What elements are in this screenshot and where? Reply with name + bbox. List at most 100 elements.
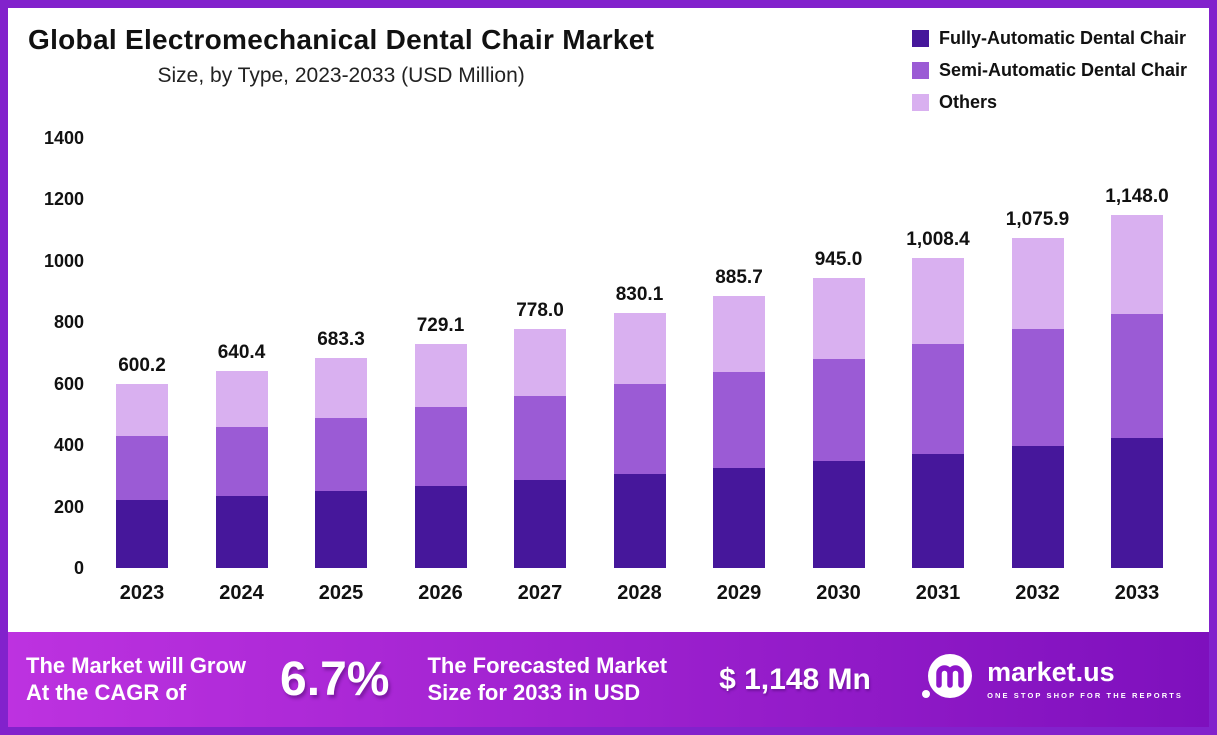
bar-group-2027: 778.0 2027 bbox=[514, 300, 566, 604]
x-axis-label: 2033 bbox=[1114, 582, 1160, 604]
bar-segment bbox=[613, 474, 666, 568]
legend-item-1: Fully-Automatic Dental Chair bbox=[911, 28, 1187, 49]
legend-item-2: Semi-Automatic Dental Chair bbox=[911, 60, 1187, 81]
y-tick-label: 1000 bbox=[43, 250, 84, 271]
bar-group-2026: 729.1 2026 bbox=[414, 315, 467, 604]
legend-swatch bbox=[911, 30, 929, 47]
x-axis-label: 2024 bbox=[219, 582, 264, 604]
bar-segment bbox=[713, 295, 765, 372]
bar-group-2024: 640.4 2024 bbox=[215, 342, 268, 604]
bar-segment bbox=[1011, 446, 1064, 568]
cagr-label: The Market will Grow At the CAGR of bbox=[26, 653, 246, 707]
bar-group-2031: 1,008.4 2031 bbox=[906, 229, 969, 604]
bar-total-label: 1,148.0 bbox=[1105, 186, 1169, 208]
bar-segment bbox=[812, 461, 865, 568]
bar-segment bbox=[1011, 237, 1064, 330]
stacked-bar-chart: 1400 1200 1000 800 600 400 200 0 600.2 2023 640.4… bbox=[8, 126, 1209, 632]
bar-group-2030: 945.0 2030 bbox=[812, 248, 865, 604]
legend-item-3: Others bbox=[911, 92, 1187, 113]
x-axis-label: 2026 bbox=[418, 582, 463, 604]
cagr-label-line2: At the CAGR of bbox=[26, 679, 187, 705]
market-us-logo-icon bbox=[921, 652, 975, 707]
bar-group-2033: 1,148.0 2033 bbox=[1105, 186, 1168, 604]
bar-segment bbox=[116, 383, 168, 436]
bar-segment bbox=[912, 344, 964, 454]
brand-tagline: ONE STOP SHOP FOR THE REPORTS bbox=[987, 691, 1183, 700]
y-tick-label: 1400 bbox=[43, 128, 84, 148]
legend-label: Semi-Automatic Dental Chair bbox=[938, 60, 1187, 80]
bar-segment bbox=[215, 371, 268, 428]
bar-segment bbox=[1111, 215, 1163, 315]
forecast-label-line2: Size for 2033 in USD bbox=[427, 679, 641, 705]
bar-total-label: 1,075.9 bbox=[1005, 208, 1070, 230]
forecast-value: $ 1,148 Mn bbox=[719, 662, 871, 696]
bar-total-label: 830.1 bbox=[615, 284, 664, 306]
cagr-label-line1: The Market will Grow bbox=[26, 652, 247, 678]
bar-segment bbox=[514, 480, 566, 568]
bar-segment bbox=[613, 384, 666, 475]
bar-group-2032: 1,075.9 2032 bbox=[1006, 209, 1069, 604]
bar-segment bbox=[414, 344, 467, 408]
legend-swatch bbox=[911, 62, 929, 79]
y-axis: 1400 1200 1000 800 600 400 200 0 bbox=[8, 128, 100, 578]
chart-header: Global Electromechanical Dental Chair Ma… bbox=[8, 8, 1209, 126]
bar-segment bbox=[713, 467, 765, 568]
bar-segment bbox=[514, 329, 566, 397]
legend-label: Fully-Automatic Dental Chair bbox=[938, 28, 1186, 48]
brand-text: market.us ONE STOP SHOP FOR THE REPORTS bbox=[987, 657, 1183, 701]
bar-segment bbox=[812, 358, 865, 462]
cagr-value: 6.7% bbox=[280, 653, 390, 706]
brand-name: market.us bbox=[987, 657, 1115, 687]
y-tick-label: 600 bbox=[53, 373, 84, 394]
bar-total-label: 885.7 bbox=[715, 266, 763, 288]
x-axis-label: 2030 bbox=[816, 582, 861, 604]
bar-segment bbox=[116, 500, 168, 568]
bar-group-2023: 600.2 2023 bbox=[116, 354, 168, 604]
bar-segment bbox=[613, 313, 666, 385]
y-tick-label: 1200 bbox=[43, 189, 84, 210]
bar-segment bbox=[912, 258, 964, 345]
title-block: Global Electromechanical Dental Chair Ma… bbox=[28, 24, 654, 126]
x-axis-label: 2023 bbox=[119, 582, 165, 604]
bar-segment bbox=[315, 491, 367, 568]
x-axis-label: 2025 bbox=[318, 582, 364, 604]
legend: Fully-Automatic Dental Chair Semi-Automat… bbox=[911, 24, 1187, 126]
bar-total-label: 945.0 bbox=[814, 248, 863, 270]
bar-segment bbox=[1111, 314, 1163, 438]
bar-segment bbox=[414, 486, 467, 568]
bar-total-label: 640.4 bbox=[217, 342, 266, 364]
y-tick-label: 400 bbox=[53, 435, 84, 456]
bar-segment bbox=[116, 435, 168, 501]
bar-segment bbox=[713, 371, 765, 468]
bar-total-label: 729.1 bbox=[416, 315, 465, 337]
x-axis-label: 2032 bbox=[1015, 582, 1060, 604]
legend-label: Others bbox=[938, 92, 997, 112]
y-tick-label: 0 bbox=[73, 558, 84, 578]
bar-segment bbox=[315, 358, 367, 418]
forecast-label-line1: The Forecasted Market bbox=[427, 652, 668, 678]
bar-segment bbox=[1111, 437, 1163, 568]
bar-total-label: 600.2 bbox=[118, 354, 166, 376]
y-tick-label: 800 bbox=[53, 312, 84, 333]
bar-total-label: 683.3 bbox=[317, 329, 365, 351]
legend-swatch bbox=[911, 94, 929, 111]
bar-segment bbox=[812, 277, 865, 359]
bar-segment bbox=[215, 427, 268, 496]
bar-segment bbox=[315, 417, 367, 492]
bar-segment bbox=[215, 495, 268, 568]
footer-banner: The Market will Grow At the CAGR of 6.7%… bbox=[8, 632, 1209, 727]
x-axis-label: 2029 bbox=[716, 582, 762, 604]
bar-total-label: 778.0 bbox=[516, 300, 564, 322]
forecast-label: The Forecasted Market Size for 2033 in U… bbox=[427, 653, 667, 707]
bar-group-2025: 683.3 2025 bbox=[315, 329, 367, 604]
bar-segment bbox=[1011, 329, 1064, 447]
brand: market.us ONE STOP SHOP FOR THE REPORTS bbox=[921, 652, 1183, 707]
plot-area: 600.2 2023 640.4 2024 683.3 2025 729.1 2026 778.… bbox=[100, 138, 1179, 604]
bar-group-2029: 885.7 2029 bbox=[713, 266, 765, 604]
bar-segment bbox=[912, 453, 964, 568]
bar-segment bbox=[414, 407, 467, 486]
x-axis-label: 2028 bbox=[617, 582, 662, 604]
bar-segment bbox=[514, 396, 566, 481]
bar-total-label: 1,008.4 bbox=[906, 229, 970, 251]
